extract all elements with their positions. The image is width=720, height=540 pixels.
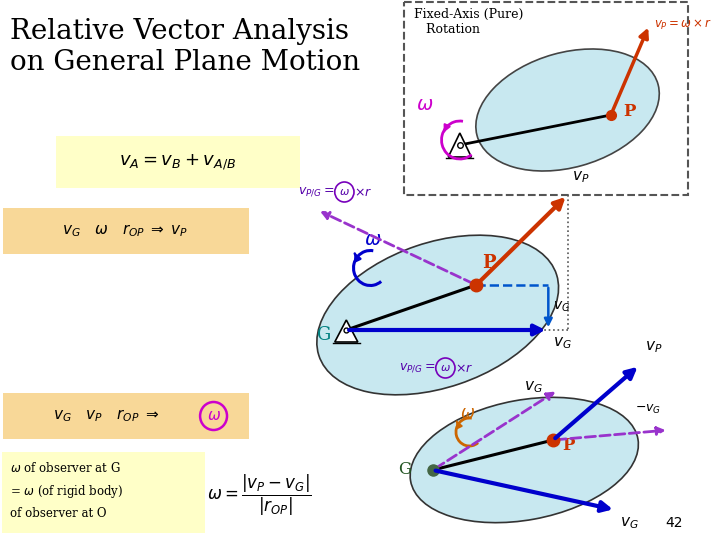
Polygon shape bbox=[335, 320, 358, 342]
FancyBboxPatch shape bbox=[3, 393, 249, 439]
Text: $v_G$: $v_G$ bbox=[553, 300, 570, 314]
Text: 42: 42 bbox=[665, 516, 683, 530]
Text: $\omega = \dfrac{|v_P - v_G|}{|r_{OP}|}$: $\omega = \dfrac{|v_P - v_G|}{|r_{OP}|}$ bbox=[207, 472, 312, 518]
Text: P: P bbox=[482, 254, 495, 272]
Ellipse shape bbox=[410, 397, 639, 523]
Text: $v_P$: $v_P$ bbox=[644, 339, 662, 355]
Text: $v_{P/G}=$: $v_{P/G}=$ bbox=[399, 361, 436, 375]
Text: $v_G$: $v_G$ bbox=[524, 379, 543, 395]
FancyBboxPatch shape bbox=[3, 208, 249, 254]
Text: $v_G$: $v_G$ bbox=[621, 515, 639, 531]
Text: $v_G \quad v_P \quad r_{OP} \;\Rightarrow$: $v_G \quad v_P \quad r_{OP} \;\Rightarro… bbox=[53, 408, 159, 424]
Text: G: G bbox=[399, 462, 412, 478]
Text: G: G bbox=[318, 326, 332, 344]
Text: $-v_G$: $-v_G$ bbox=[635, 403, 661, 416]
Text: Relative Vector Analysis
on General Plane Motion: Relative Vector Analysis on General Plan… bbox=[9, 18, 360, 76]
Text: $\omega$: $\omega$ bbox=[339, 187, 350, 197]
Text: $v_G \quad \omega \quad r_{OP} \;\Rightarrow\; v_P$: $v_G \quad \omega \quad r_{OP} \;\Righta… bbox=[62, 222, 188, 239]
Ellipse shape bbox=[476, 49, 660, 171]
Text: Fixed-Axis (Pure)
   Rotation: Fixed-Axis (Pure) Rotation bbox=[414, 8, 523, 36]
Bar bbox=[404, 2, 688, 195]
Ellipse shape bbox=[317, 235, 559, 395]
Text: P: P bbox=[624, 104, 636, 120]
Text: $\omega$: $\omega$ bbox=[440, 363, 451, 373]
FancyBboxPatch shape bbox=[55, 136, 300, 188]
Text: $\omega$: $\omega$ bbox=[364, 231, 381, 249]
Text: $v_P$: $v_P$ bbox=[572, 170, 590, 185]
Text: $v_G$: $v_G$ bbox=[553, 335, 572, 350]
Text: $\times r$: $\times r$ bbox=[354, 186, 372, 199]
Text: $v_{P/G}=$: $v_{P/G}=$ bbox=[298, 186, 335, 199]
Text: $v_A = v_B + v_{A/B}$: $v_A = v_B + v_{A/B}$ bbox=[120, 152, 237, 172]
Text: $\omega$: $\omega$ bbox=[207, 409, 220, 423]
Text: $\omega$ of observer at G
= $\omega$ (of rigid body)
of observer at O: $\omega$ of observer at G = $\omega$ (of… bbox=[9, 461, 123, 521]
Text: $v_P = \omega\times r$: $v_P = \omega\times r$ bbox=[654, 18, 713, 32]
Polygon shape bbox=[449, 133, 472, 157]
Text: $\omega$: $\omega$ bbox=[460, 405, 475, 422]
Text: $\omega$: $\omega$ bbox=[415, 96, 433, 114]
Text: $\times r$: $\times r$ bbox=[455, 361, 473, 375]
FancyBboxPatch shape bbox=[2, 452, 205, 533]
Text: P: P bbox=[563, 436, 575, 454]
